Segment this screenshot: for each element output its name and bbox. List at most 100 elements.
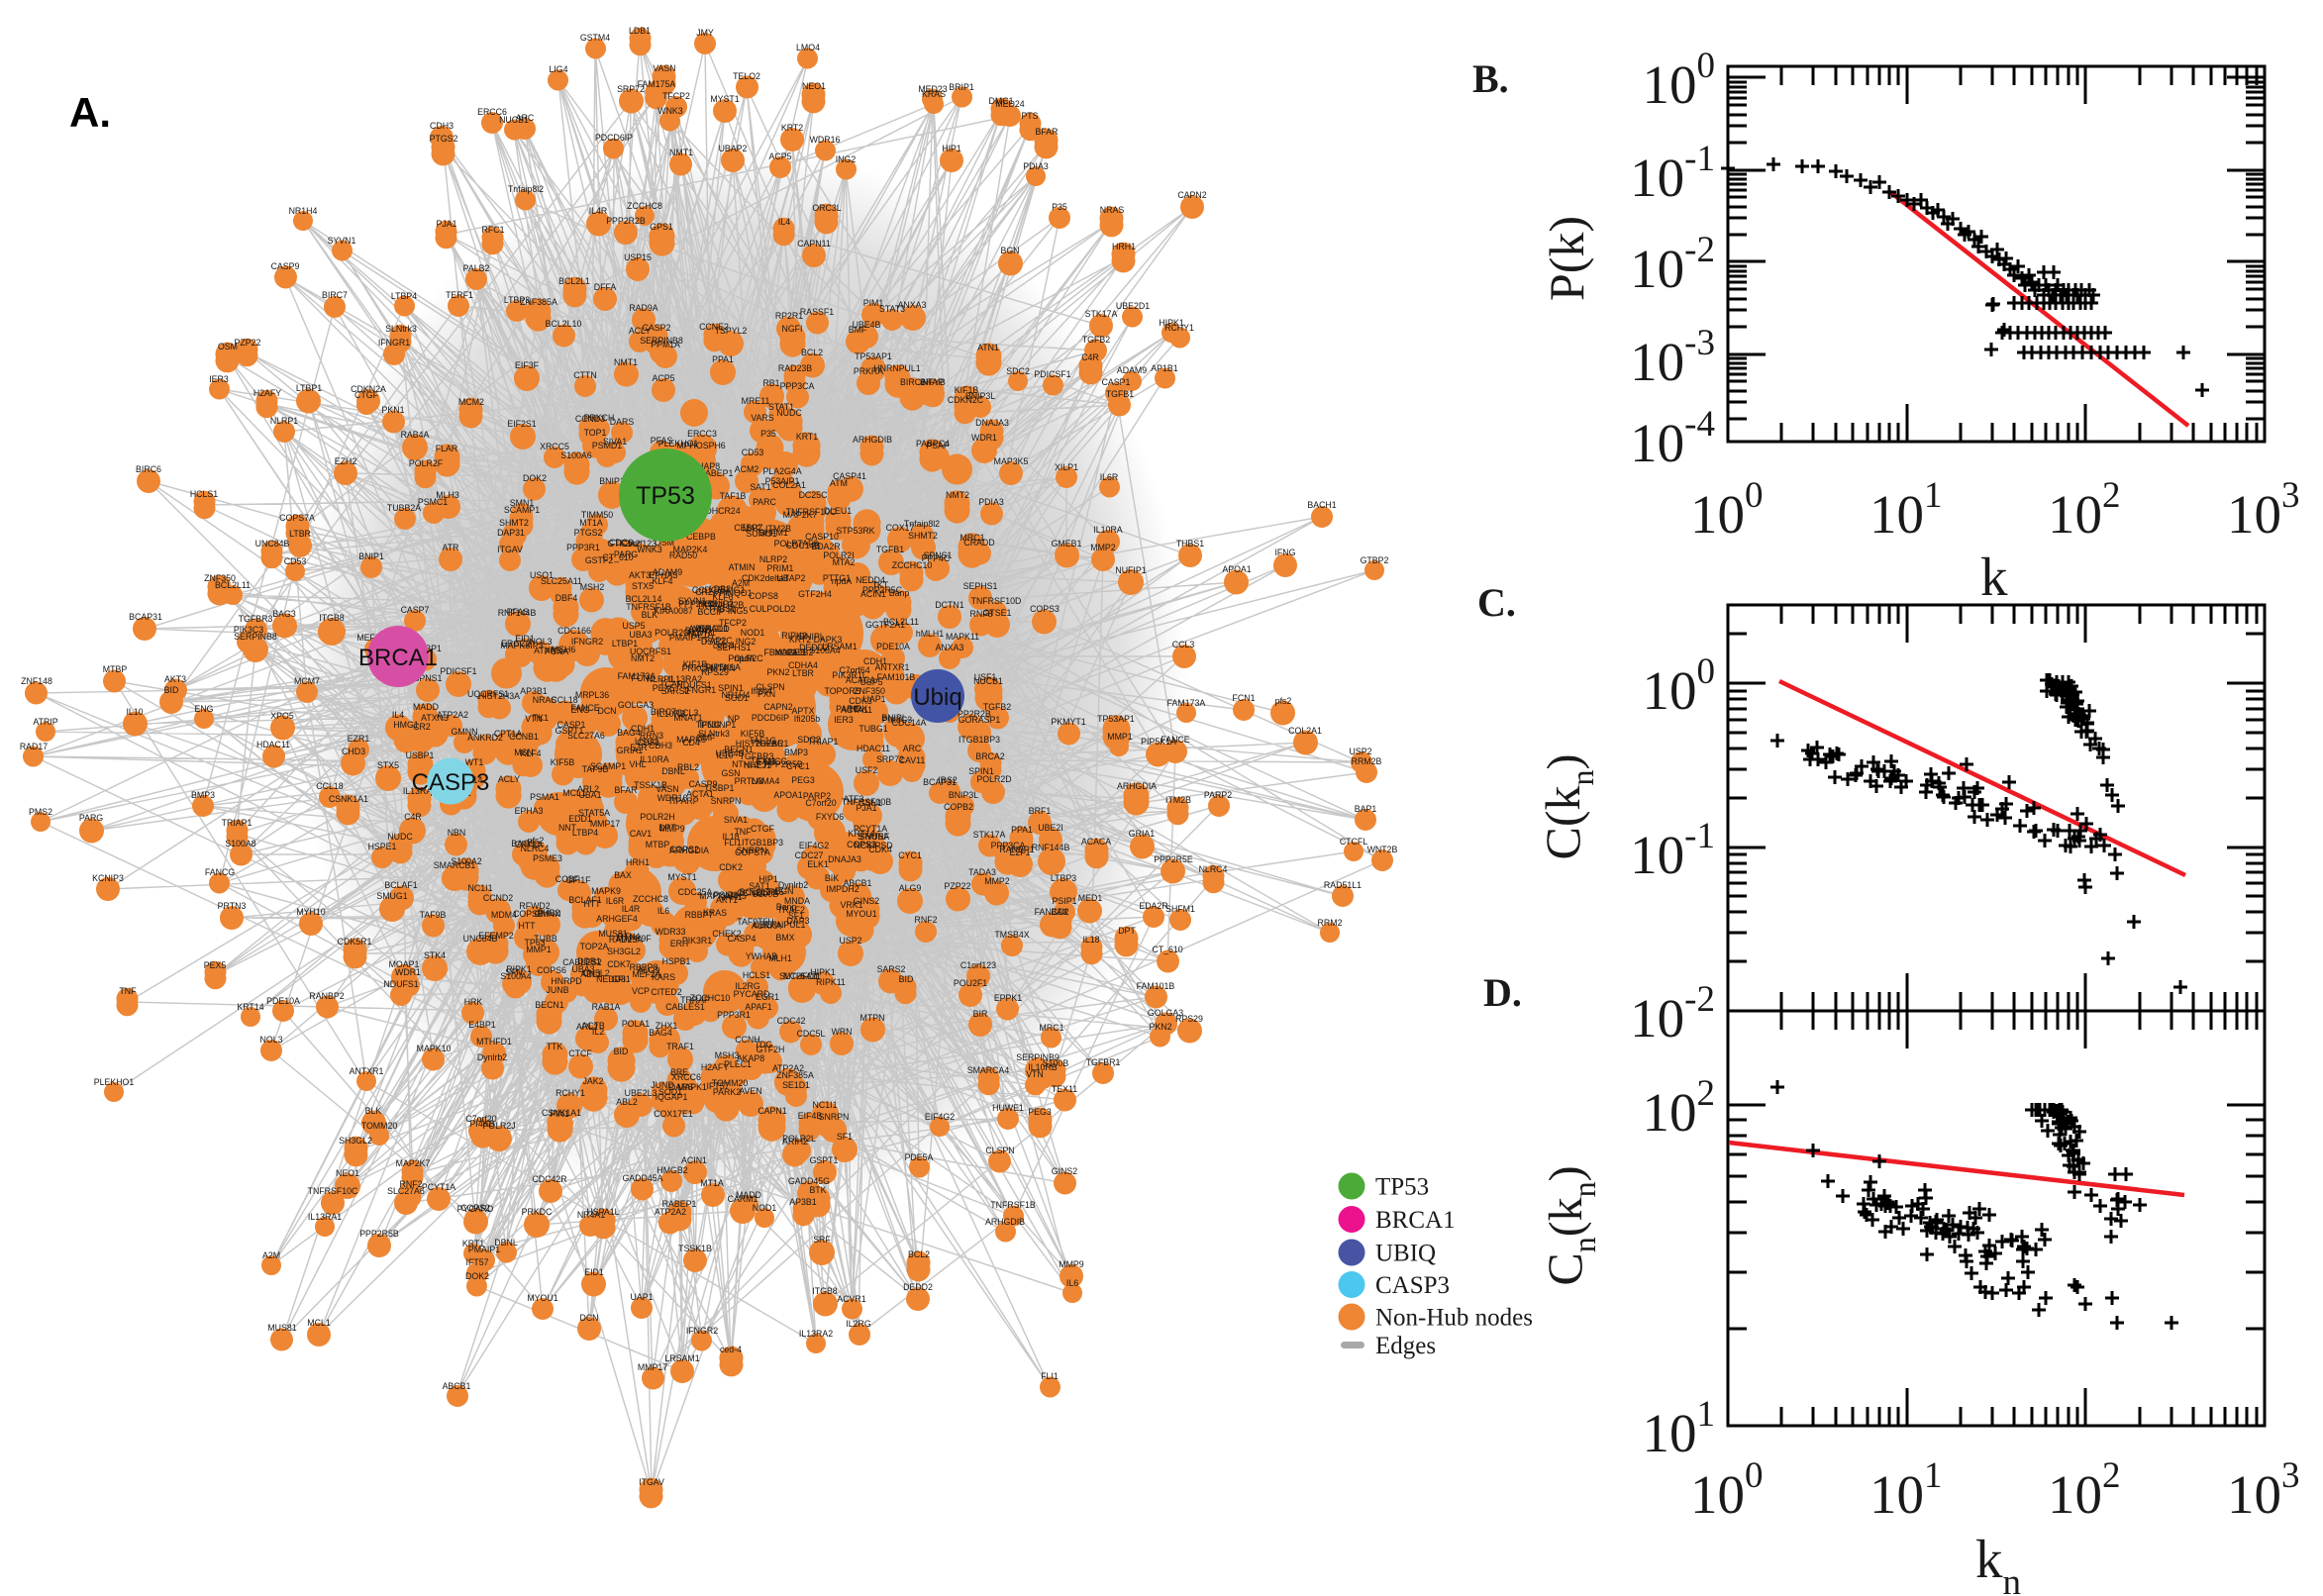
svg-text:CEBPB: CEBPB xyxy=(686,532,716,542)
svg-text:PDICSF1: PDICSF1 xyxy=(1034,369,1070,379)
svg-text:TOMM20: TOMM20 xyxy=(361,1121,398,1131)
svg-text:PSIP1: PSIP1 xyxy=(1053,896,1077,906)
svg-text:PRKCH: PRKCH xyxy=(584,413,615,423)
svg-text:SERPINB9: SERPINB9 xyxy=(1016,1052,1060,1062)
svg-text:NEO1: NEO1 xyxy=(802,81,826,91)
svg-text:RCHY1: RCHY1 xyxy=(1164,323,1194,333)
svg-text:NUCB1: NUCB1 xyxy=(973,676,1003,686)
svg-text:NOD1: NOD1 xyxy=(753,1203,777,1213)
svg-text:ACTA11: ACTA11 xyxy=(841,705,872,715)
svg-text:TKT: TKT xyxy=(872,580,889,590)
svg-text:CDKN2A: CDKN2A xyxy=(351,384,386,394)
svg-text:GSN: GSN xyxy=(721,768,740,778)
svg-text:CCL18: CCL18 xyxy=(316,781,343,791)
svg-text:PZP22: PZP22 xyxy=(235,338,261,348)
svg-text:MRE11: MRE11 xyxy=(742,396,770,406)
svg-text:NBN: NBN xyxy=(448,828,466,838)
svg-text:NUCB1: NUCB1 xyxy=(499,115,529,125)
svg-text:LTBP3: LTBP3 xyxy=(1051,873,1076,883)
svg-text:KRAS: KRAS xyxy=(922,89,946,99)
svg-text:HSPA1L: HSPA1L xyxy=(586,1207,619,1217)
svg-text:MAPKAPK5: MAPKAPK5 xyxy=(699,891,747,901)
svg-text:RAD23B: RAD23B xyxy=(778,363,812,373)
svg-text:CDC6: CDC6 xyxy=(609,538,633,548)
svg-text:DOK2: DOK2 xyxy=(523,473,547,483)
svg-text:ACTB: ACTB xyxy=(581,1021,605,1031)
svg-text:pfs2: pfs2 xyxy=(1275,696,1292,706)
svg-text:TRAF2: TRAF2 xyxy=(777,905,805,915)
svg-text:IL2: IL2 xyxy=(592,1027,604,1037)
svg-text:BCAP31: BCAP31 xyxy=(129,612,162,622)
svg-text:ACACA: ACACA xyxy=(846,675,875,685)
svg-text:C1orf123: C1orf123 xyxy=(621,539,656,549)
svg-text:CDK4: CDK4 xyxy=(868,845,892,854)
svg-text:UBE2D1: UBE2D1 xyxy=(1116,301,1150,311)
svg-text:BRCA1: BRCA1 xyxy=(1375,1207,1456,1234)
svg-text:ZNF148: ZNF148 xyxy=(21,676,52,686)
svg-text:VASN: VASN xyxy=(653,63,675,73)
svg-text:C1orf123: C1orf123 xyxy=(960,960,996,970)
svg-text:DOK2: DOK2 xyxy=(465,1271,489,1281)
svg-text:RIPK1: RIPK1 xyxy=(506,964,532,974)
svg-text:P35: P35 xyxy=(760,429,776,439)
svg-text:DC25C: DC25C xyxy=(799,490,828,500)
svg-text:UQCRFS1: UQCRFS1 xyxy=(630,647,671,656)
svg-text:RAD50: RAD50 xyxy=(669,550,697,560)
svg-text:ZNF385A: ZNF385A xyxy=(776,1070,814,1080)
svg-text:RAD23A: RAD23A xyxy=(609,935,643,945)
svg-text:SE1D1: SE1D1 xyxy=(782,1080,810,1090)
svg-text:ATP2A2: ATP2A2 xyxy=(772,1063,804,1073)
svg-text:CEBPZ: CEBPZ xyxy=(734,523,763,533)
svg-text:IL10RB: IL10RB xyxy=(656,709,685,719)
svg-text:BLK: BLK xyxy=(642,610,658,620)
svg-text:ced-4: ced-4 xyxy=(713,641,735,650)
svg-text:C.: C. xyxy=(1477,580,1516,625)
svg-text:BMX: BMX xyxy=(775,933,794,943)
svg-text:MCM2: MCM2 xyxy=(458,397,484,407)
svg-text:ZNF350: ZNF350 xyxy=(854,686,885,696)
svg-text:POLR2D: POLR2D xyxy=(976,774,1011,784)
svg-text:PRKRA: PRKRA xyxy=(854,366,883,376)
svg-text:TNFRSF10D: TNFRSF10D xyxy=(971,596,1022,606)
svg-text:PIP5K1A: PIP5K1A xyxy=(1141,737,1176,747)
svg-text:ANKRD2: ANKRD2 xyxy=(467,733,503,743)
svg-text:RBL2: RBL2 xyxy=(677,762,699,772)
svg-text:IL10: IL10 xyxy=(126,707,143,717)
svg-text:TKT: TKT xyxy=(697,601,714,611)
svg-text:USBP1: USBP1 xyxy=(706,783,735,793)
svg-text:PSAP: PSAP xyxy=(926,441,950,450)
svg-text:BGN: BGN xyxy=(774,886,793,896)
svg-text:GMEB1: GMEB1 xyxy=(1052,539,1082,549)
svg-text:KIF5B: KIF5B xyxy=(551,757,575,767)
svg-text:ITGB1BP3: ITGB1BP3 xyxy=(742,838,783,848)
svg-text:LRSAM1: LRSAM1 xyxy=(664,1353,699,1363)
svg-text:PPP4C: PPP4C xyxy=(922,553,951,563)
svg-text:HRH1: HRH1 xyxy=(626,857,650,867)
svg-text:PEG3: PEG3 xyxy=(791,775,815,785)
svg-text:LTBP3: LTBP3 xyxy=(504,295,530,305)
svg-text:PSMA1: PSMA1 xyxy=(530,792,559,802)
svg-text:HMG1: HMG1 xyxy=(393,720,419,730)
svg-text:MRPL36: MRPL36 xyxy=(575,690,609,700)
svg-text:MTPN: MTPN xyxy=(860,1013,885,1023)
svg-text:ABL1: ABL1 xyxy=(580,969,602,979)
svg-text:TP53AP1: TP53AP1 xyxy=(1097,714,1135,724)
svg-text:TOP1: TOP1 xyxy=(584,428,607,438)
svg-text:CAPN2: CAPN2 xyxy=(1177,190,1206,200)
svg-text:A2M: A2M xyxy=(262,1250,280,1260)
svg-text:AP3B1: AP3B1 xyxy=(789,1197,816,1207)
svg-text:IFNG: IFNG xyxy=(699,720,720,730)
svg-text:EPPK1: EPPK1 xyxy=(994,993,1022,1003)
svg-text:PDCD6IP: PDCD6IP xyxy=(595,133,633,143)
svg-text:CCL3: CCL3 xyxy=(676,708,699,718)
svg-text:UBA1: UBA1 xyxy=(579,790,602,800)
svg-text:CTCF: CTCF xyxy=(568,1048,592,1058)
svg-text:NMT1: NMT1 xyxy=(669,148,693,157)
svg-text:MCL1: MCL1 xyxy=(307,1318,331,1328)
svg-text:LTBP4: LTBP4 xyxy=(391,291,417,301)
svg-text:MOAP1: MOAP1 xyxy=(389,959,420,969)
svg-text:CABLES1: CABLES1 xyxy=(665,1002,705,1012)
svg-text:ARL2: ARL2 xyxy=(576,1022,598,1032)
svg-text:ALG9: ALG9 xyxy=(638,965,660,975)
svg-text:CLSPN: CLSPN xyxy=(756,682,784,692)
